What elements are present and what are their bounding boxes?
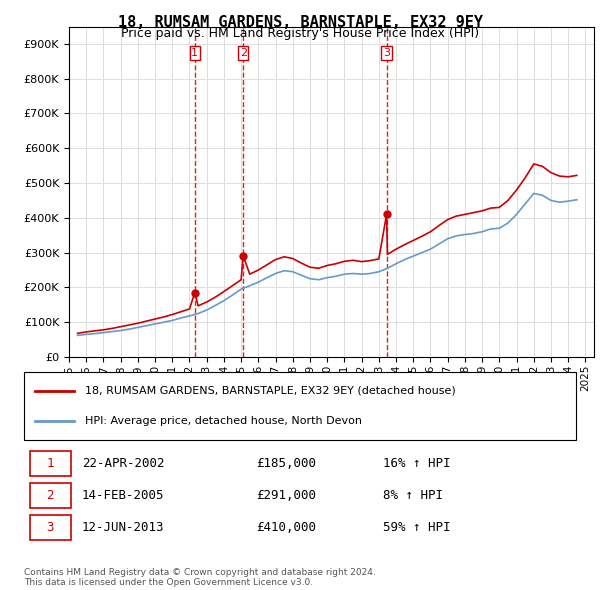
Text: 2: 2 bbox=[46, 489, 54, 502]
Text: 22-APR-2002: 22-APR-2002 bbox=[82, 457, 164, 470]
Text: £291,000: £291,000 bbox=[256, 489, 316, 502]
Text: 18, RUMSAM GARDENS, BARNSTAPLE, EX32 9EY (detached house): 18, RUMSAM GARDENS, BARNSTAPLE, EX32 9EY… bbox=[85, 386, 455, 396]
Text: 12-JUN-2013: 12-JUN-2013 bbox=[82, 521, 164, 534]
Text: Contains HM Land Registry data © Crown copyright and database right 2024.: Contains HM Land Registry data © Crown c… bbox=[24, 568, 376, 576]
FancyBboxPatch shape bbox=[24, 372, 576, 440]
FancyBboxPatch shape bbox=[29, 451, 71, 476]
Text: 1: 1 bbox=[46, 457, 54, 470]
FancyBboxPatch shape bbox=[29, 483, 71, 508]
Text: 1: 1 bbox=[191, 48, 199, 58]
Text: 14-FEB-2005: 14-FEB-2005 bbox=[82, 489, 164, 502]
Text: 8% ↑ HPI: 8% ↑ HPI bbox=[383, 489, 443, 502]
Text: 59% ↑ HPI: 59% ↑ HPI bbox=[383, 521, 450, 534]
Text: 3: 3 bbox=[46, 521, 54, 534]
Text: 2: 2 bbox=[239, 48, 247, 58]
Text: This data is licensed under the Open Government Licence v3.0.: This data is licensed under the Open Gov… bbox=[24, 578, 313, 587]
FancyBboxPatch shape bbox=[29, 515, 71, 540]
Text: Price paid vs. HM Land Registry's House Price Index (HPI): Price paid vs. HM Land Registry's House … bbox=[121, 27, 479, 40]
Text: 16% ↑ HPI: 16% ↑ HPI bbox=[383, 457, 450, 470]
Text: £410,000: £410,000 bbox=[256, 521, 316, 534]
Text: 3: 3 bbox=[383, 48, 390, 58]
Text: 18, RUMSAM GARDENS, BARNSTAPLE, EX32 9EY: 18, RUMSAM GARDENS, BARNSTAPLE, EX32 9EY bbox=[118, 15, 482, 30]
Text: HPI: Average price, detached house, North Devon: HPI: Average price, detached house, Nort… bbox=[85, 415, 362, 425]
Text: £185,000: £185,000 bbox=[256, 457, 316, 470]
